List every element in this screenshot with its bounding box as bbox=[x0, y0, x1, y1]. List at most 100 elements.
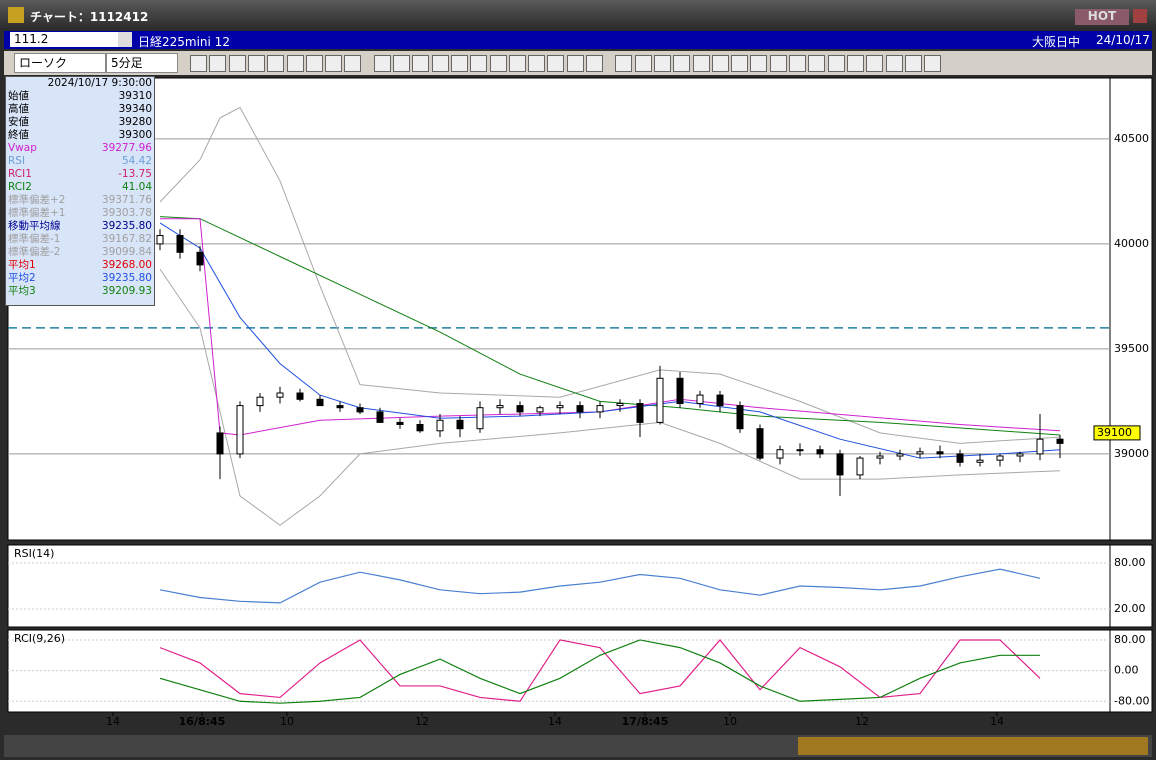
tool-icon[interactable] bbox=[808, 55, 826, 72]
tool-icon[interactable] bbox=[692, 55, 710, 72]
axis-pane bbox=[1109, 629, 1153, 713]
info-row: 始値 39310 bbox=[6, 90, 154, 103]
tool-icon[interactable] bbox=[846, 55, 864, 72]
info-row: 標準偏差+1 39303.78 bbox=[6, 207, 154, 220]
info-value: 39099.84 bbox=[101, 246, 152, 258]
info-label: 平均2 bbox=[8, 272, 36, 284]
tool-icon[interactable] bbox=[885, 55, 903, 72]
info-value: 39371.76 bbox=[101, 194, 152, 206]
style-select[interactable]: ローソク bbox=[14, 53, 106, 73]
tool-icon[interactable] bbox=[731, 55, 749, 72]
title-bar: チャート：1112412 HOT bbox=[0, 0, 1156, 30]
info-row: Vwap 39277.96 bbox=[6, 142, 154, 155]
tool-icon[interactable] bbox=[750, 55, 768, 72]
info-value: 39277.96 bbox=[101, 142, 152, 154]
info-label: 平均3 bbox=[8, 285, 36, 297]
candle-body bbox=[756, 428, 764, 459]
tool-icon[interactable] bbox=[547, 55, 565, 72]
candle-body bbox=[396, 421, 404, 425]
candle-body bbox=[656, 377, 664, 423]
y-tick-label: 0.00 bbox=[1114, 664, 1139, 677]
hot-button[interactable]: HOT bbox=[1075, 9, 1129, 25]
candle-body bbox=[736, 405, 744, 430]
info-value: 39167.82 bbox=[101, 233, 152, 245]
close-button[interactable] bbox=[1133, 9, 1147, 23]
candle-body bbox=[716, 394, 724, 407]
axis-pane bbox=[1109, 77, 1153, 541]
candle-body bbox=[516, 405, 524, 413]
tool-icon[interactable] bbox=[711, 55, 729, 72]
last-price-tag bbox=[1093, 425, 1141, 441]
last-price-label: 39100 bbox=[1097, 426, 1132, 439]
tool-icon[interactable] bbox=[615, 55, 633, 72]
pane bbox=[7, 77, 1111, 541]
tool-icon[interactable] bbox=[247, 55, 265, 72]
tool-icon[interactable] bbox=[924, 55, 942, 72]
tool-icon[interactable] bbox=[286, 55, 304, 72]
tool-icon[interactable] bbox=[653, 55, 671, 72]
tool-icon[interactable] bbox=[586, 55, 603, 72]
candle-body bbox=[256, 396, 264, 407]
tool-icon[interactable] bbox=[228, 55, 246, 72]
info-label: RSI bbox=[8, 155, 26, 167]
x-tick-label: 14 bbox=[106, 715, 120, 728]
candle-body bbox=[316, 398, 324, 407]
tool-icon[interactable] bbox=[634, 55, 652, 72]
tool-icon[interactable] bbox=[673, 55, 691, 72]
candle-body bbox=[936, 451, 944, 455]
candle-body bbox=[156, 235, 164, 245]
candle-body bbox=[416, 424, 424, 432]
tool-icon[interactable] bbox=[470, 55, 488, 72]
candle-body bbox=[636, 403, 644, 423]
x-tick-label: 14 bbox=[548, 715, 562, 728]
scroll-thumb bbox=[798, 737, 1148, 755]
indicator-line bbox=[159, 106, 1061, 444]
tool-icon[interactable] bbox=[344, 55, 362, 72]
tool-icon[interactable] bbox=[528, 55, 546, 72]
info-row: 移動平均線 39235.80 bbox=[6, 220, 154, 233]
info-label: 標準偏差-2 bbox=[8, 246, 61, 258]
tool-icon[interactable] bbox=[904, 55, 922, 72]
code-dropdown[interactable] bbox=[118, 32, 132, 47]
y-tick-label: 40500 bbox=[1114, 132, 1149, 145]
candle-body bbox=[236, 405, 244, 455]
tool-icon[interactable] bbox=[305, 55, 323, 72]
x-tick-label: 12 bbox=[415, 715, 429, 728]
pane bbox=[7, 629, 1111, 713]
info-row: 平均1 39268.00 bbox=[6, 259, 154, 272]
info-label: 平均1 bbox=[8, 259, 36, 271]
tool-icon[interactable] bbox=[267, 55, 285, 72]
candle-body bbox=[856, 457, 864, 476]
tool-icon[interactable] bbox=[827, 55, 845, 72]
info-value: 39268.00 bbox=[101, 259, 152, 271]
tool-icon[interactable] bbox=[489, 55, 507, 72]
tool-icon[interactable] bbox=[412, 55, 430, 72]
tool-icon[interactable] bbox=[373, 55, 391, 72]
tool-icon[interactable] bbox=[209, 55, 227, 72]
interval-select[interactable]: 5分足 bbox=[106, 53, 178, 73]
info-label: RCI2 bbox=[8, 181, 32, 193]
y-tick-label: 40000 bbox=[1114, 237, 1149, 250]
info-row: RSI 54.42 bbox=[6, 155, 154, 168]
info-value: -13.75 bbox=[118, 168, 152, 180]
tool-icon[interactable] bbox=[190, 55, 207, 72]
candle-body bbox=[276, 392, 284, 398]
tool-icon[interactable] bbox=[450, 55, 468, 72]
tool-icon[interactable] bbox=[393, 55, 410, 72]
tool-icon[interactable] bbox=[566, 55, 584, 72]
tool-icon[interactable] bbox=[866, 55, 884, 72]
code-input[interactable]: 111.2 bbox=[10, 32, 120, 47]
tool-icon[interactable] bbox=[431, 55, 449, 72]
tool-icon[interactable] bbox=[769, 55, 787, 72]
tool-icon[interactable] bbox=[789, 55, 806, 72]
candle-body bbox=[576, 405, 584, 413]
candle-body bbox=[696, 394, 704, 405]
info-label: 標準偏差+2 bbox=[8, 194, 66, 206]
info-value: 39280 bbox=[118, 116, 152, 128]
tool-icon[interactable] bbox=[325, 55, 343, 72]
tool-icon[interactable] bbox=[508, 55, 526, 72]
y-tick-label: 39500 bbox=[1114, 342, 1149, 355]
info-value: 39310 bbox=[118, 90, 152, 102]
info-row: 平均2 39235.80 bbox=[6, 272, 154, 285]
